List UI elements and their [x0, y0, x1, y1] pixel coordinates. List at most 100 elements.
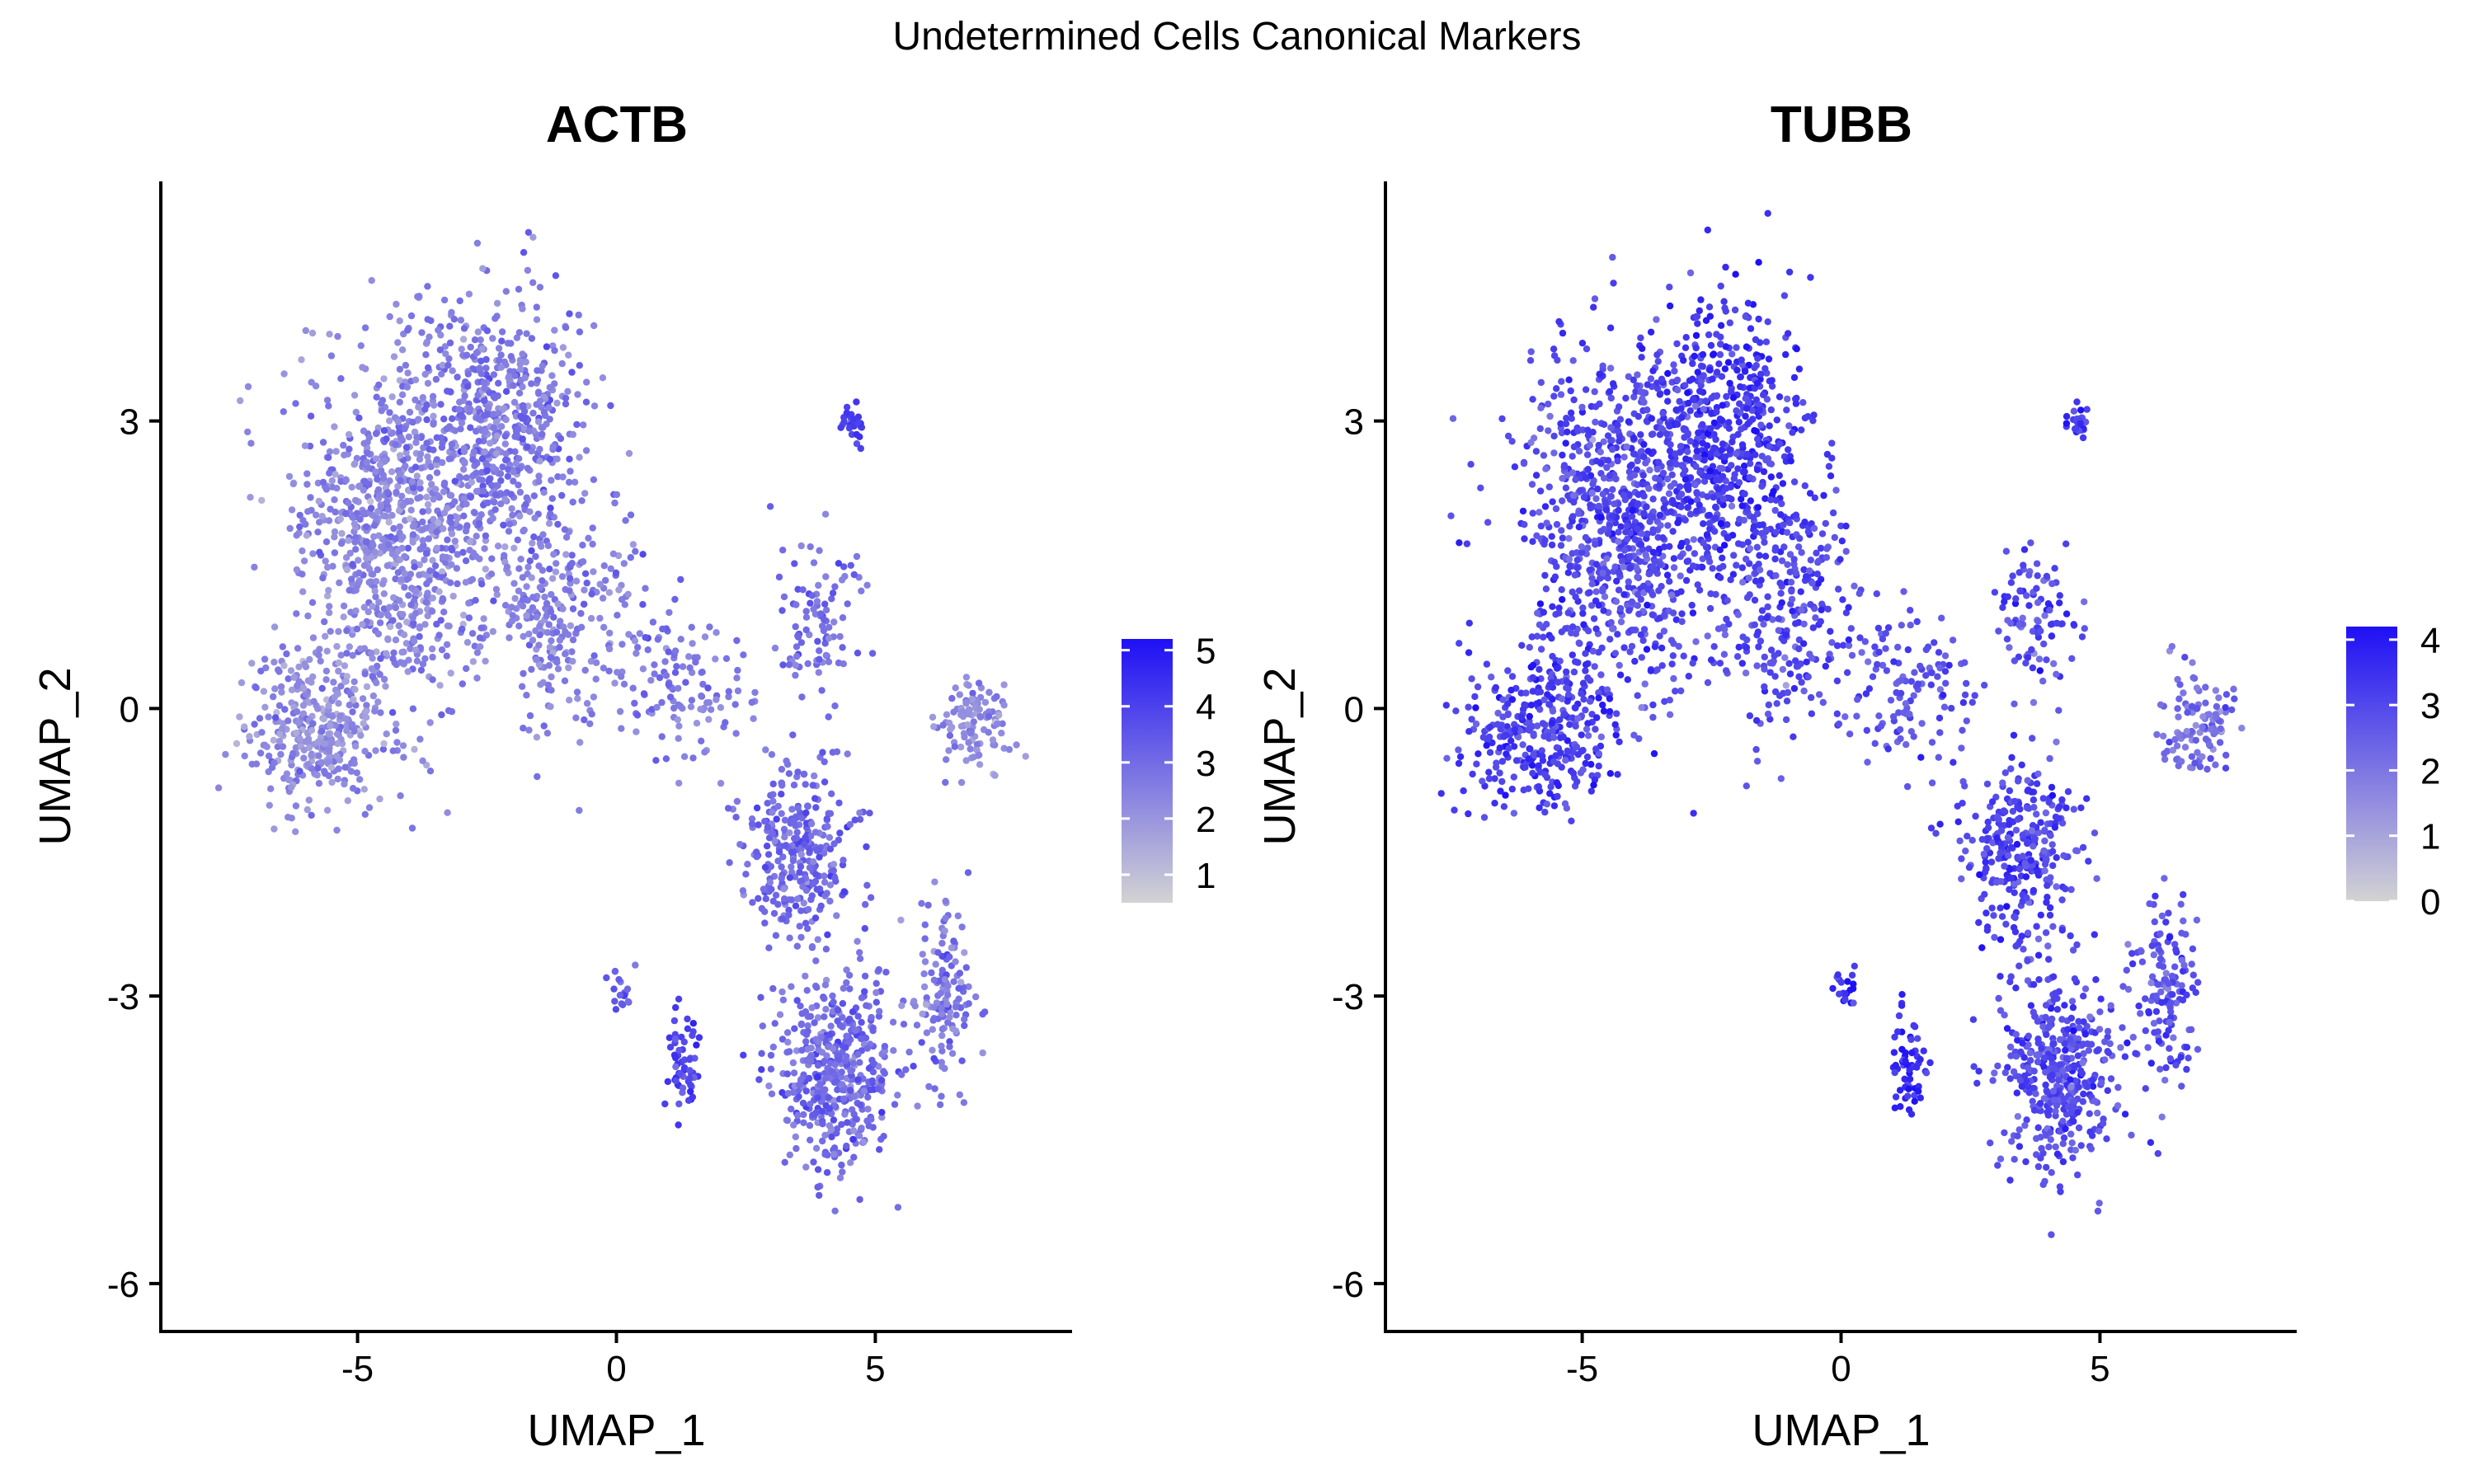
- y-tick-label: 3: [120, 402, 139, 443]
- data-point: [811, 1019, 818, 1026]
- data-point: [319, 478, 327, 486]
- data-point: [1559, 329, 1567, 337]
- data-point: [548, 590, 555, 599]
- data-point: [241, 723, 248, 730]
- data-point: [1717, 340, 1724, 348]
- data-point: [849, 1059, 857, 1067]
- data-point: [1697, 296, 1705, 303]
- data-point: [1666, 542, 1673, 550]
- data-point: [1550, 345, 1558, 353]
- data-point: [1783, 406, 1790, 414]
- data-point: [380, 675, 388, 683]
- data-point: [290, 674, 298, 681]
- data-point: [372, 747, 379, 754]
- data-point: [1712, 503, 1719, 511]
- data-point: [825, 634, 833, 642]
- data-point: [1668, 471, 1676, 479]
- data-point: [851, 816, 858, 824]
- data-point: [277, 683, 285, 691]
- data-point: [985, 729, 992, 736]
- data-point: [308, 599, 317, 606]
- data-point: [514, 425, 521, 433]
- data-point: [1571, 571, 1579, 579]
- data-point: [665, 681, 672, 688]
- data-point: [985, 688, 993, 697]
- data-point: [222, 750, 229, 758]
- data-point: [386, 477, 393, 485]
- data-point: [1675, 642, 1682, 650]
- data-point: [543, 343, 551, 350]
- data-point: [543, 612, 550, 620]
- data-point: [922, 1001, 930, 1008]
- data-point: [435, 326, 442, 334]
- data-point: [816, 647, 823, 655]
- data-point: [1477, 484, 1484, 491]
- data-point: [793, 643, 801, 650]
- data-point: [1595, 694, 1602, 702]
- data-point: [822, 1074, 830, 1082]
- data-point: [1624, 535, 1631, 542]
- data-point: [360, 427, 368, 434]
- data-point: [1684, 504, 1691, 511]
- data-point: [1526, 357, 1535, 364]
- data-point: [1647, 328, 1655, 336]
- data-point: [878, 1109, 886, 1116]
- data-point: [536, 540, 544, 547]
- data-point: [975, 679, 983, 687]
- data-point: [1625, 491, 1633, 498]
- data-point: [482, 460, 490, 467]
- data-point: [600, 562, 608, 570]
- data-point: [1729, 350, 1736, 358]
- data-point: [1611, 650, 1620, 657]
- data-point: [840, 888, 848, 895]
- data-point: [395, 622, 402, 630]
- data-point: [508, 603, 515, 611]
- x-axis-label: UMAP_1: [527, 1406, 705, 1455]
- data-point: [548, 575, 557, 582]
- data-point: [613, 491, 621, 499]
- data-point: [553, 659, 561, 666]
- data-point: [685, 653, 693, 660]
- data-point: [399, 742, 407, 749]
- data-point: [376, 461, 384, 468]
- data-point: [442, 350, 449, 358]
- data-point: [1637, 431, 1644, 439]
- data-point: [440, 296, 449, 304]
- data-point: [526, 711, 534, 720]
- data-point: [468, 575, 477, 583]
- data-point: [789, 857, 797, 865]
- data-point: [1756, 339, 1764, 346]
- data-point: [807, 1045, 815, 1052]
- data-point: [1562, 484, 1570, 491]
- data-point: [477, 336, 484, 344]
- data-point: [346, 586, 353, 594]
- data-point: [440, 510, 449, 517]
- data-point: [1569, 588, 1576, 596]
- data-point: [938, 1031, 946, 1040]
- data-point: [387, 622, 394, 631]
- data-point: [1825, 463, 1833, 470]
- data-point: [863, 581, 871, 589]
- data-point: [1742, 669, 1750, 677]
- data-point: [353, 625, 361, 633]
- data-point: [1519, 741, 1526, 749]
- data-point: [549, 443, 557, 451]
- data-point: [369, 603, 376, 610]
- data-point: [577, 623, 586, 631]
- data-point: [1640, 453, 1648, 461]
- data-point: [733, 797, 741, 805]
- data-point: [658, 698, 666, 707]
- data-point: [688, 697, 696, 704]
- data-point: [498, 337, 506, 345]
- data-point: [804, 925, 811, 932]
- data-point: [981, 1008, 989, 1016]
- data-point: [478, 345, 487, 353]
- data-point: [943, 1000, 951, 1008]
- data-point: [335, 659, 342, 667]
- data-point: [386, 409, 393, 416]
- data-point: [991, 772, 999, 779]
- data-point: [481, 448, 488, 456]
- data-point: [1720, 650, 1729, 658]
- data-point: [1738, 441, 1747, 448]
- data-point: [446, 322, 454, 330]
